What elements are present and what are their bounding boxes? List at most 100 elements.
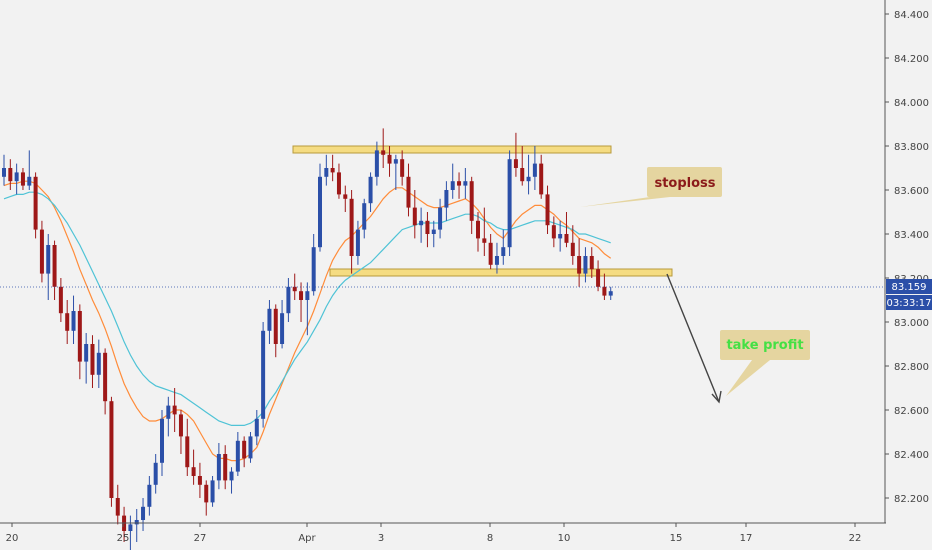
- candle-body: [166, 405, 171, 419]
- candle-body: [160, 418, 164, 463]
- candle-body: [387, 154, 392, 164]
- candle-body: [431, 229, 436, 234]
- stoploss-callout[interactable]: [580, 167, 722, 207]
- candle-body: [210, 480, 215, 503]
- candle-body: [539, 163, 544, 195]
- candle-body: [602, 286, 607, 296]
- candle-body: [8, 168, 13, 182]
- candle-body: [457, 181, 462, 186]
- candle-body: [577, 256, 582, 274]
- candle-body: [172, 405, 177, 415]
- candle-body: [280, 313, 285, 344]
- candle-body: [583, 256, 588, 274]
- candle-body: [412, 207, 417, 226]
- candle-body: [513, 159, 518, 168]
- candle-body: [374, 150, 379, 177]
- candle-body: [27, 176, 32, 186]
- candle-body: [286, 286, 291, 314]
- candle-body: [90, 344, 95, 375]
- x-tick-label: 20: [6, 533, 19, 544]
- y-tick-label: 84.200: [894, 54, 929, 65]
- y-axis-panel[interactable]: [885, 0, 932, 550]
- candle-body: [368, 176, 373, 204]
- candle-body: [185, 436, 190, 468]
- candlesticks: [2, 128, 613, 550]
- candle-body: [362, 203, 367, 230]
- x-tick-label: 17: [740, 533, 753, 544]
- candle-body: [109, 401, 114, 498]
- candle-body: [84, 344, 89, 362]
- candle-body: [438, 207, 443, 230]
- candle-body: [204, 484, 209, 503]
- candle-body: [425, 220, 430, 234]
- candle-body: [147, 484, 152, 507]
- candle-body: [46, 245, 51, 274]
- support-zone[interactable]: [329, 268, 673, 277]
- candle-body: [589, 256, 594, 270]
- candle-body: [14, 172, 19, 182]
- projection-arrow-line[interactable]: [666, 273, 720, 403]
- candle-body: [444, 190, 449, 208]
- candle-body: [400, 159, 405, 177]
- x-tick-label: 22: [849, 533, 862, 544]
- candle-body: [96, 352, 101, 375]
- candle-body: [216, 454, 221, 481]
- resistance-zone[interactable]: [292, 145, 612, 154]
- x-tick-label: 15: [670, 533, 683, 544]
- candle-body: [469, 181, 474, 221]
- x-tick-label: 8: [487, 533, 493, 544]
- x-tick-label: 10: [558, 533, 571, 544]
- candle-body: [65, 313, 70, 331]
- candle-body: [58, 286, 63, 314]
- candle-body: [532, 163, 537, 177]
- candle-countdown: 03:33:17: [887, 298, 932, 309]
- candle-body: [299, 291, 304, 300]
- candle-body: [564, 234, 569, 243]
- candle-body: [20, 172, 25, 186]
- candle-body: [463, 181, 468, 186]
- candle-body: [2, 168, 6, 177]
- candle-body: [558, 234, 563, 239]
- candle-body: [39, 229, 44, 274]
- candle-body: [381, 150, 386, 155]
- x-tick-label: 27: [194, 533, 207, 544]
- x-axis-ticks[interactable]: 20 25 27 Apr 3 8 10 15 17 22: [6, 523, 862, 544]
- last-price-value: 83.159: [892, 282, 927, 293]
- candle-body: [103, 352, 108, 402]
- candle-body: [596, 269, 601, 287]
- y-tick-label: 83.600: [894, 186, 929, 197]
- candle-body: [551, 225, 556, 239]
- candle-body: [507, 159, 512, 248]
- candle-body: [191, 467, 196, 476]
- candle-body: [235, 440, 240, 472]
- candle-body: [450, 181, 455, 190]
- y-tick-label: 82.600: [894, 406, 929, 417]
- candle-body: [223, 454, 228, 481]
- candle-body: [419, 220, 424, 226]
- candle-body: [267, 308, 272, 331]
- y-tick-label: 83.400: [894, 230, 929, 241]
- candle-body: [343, 194, 348, 199]
- candle-body: [242, 440, 247, 459]
- take-profit-label: take profit: [726, 338, 803, 353]
- projection-arrowhead: [711, 390, 722, 404]
- candle-body: [488, 242, 493, 265]
- y-tick-label: 82.800: [894, 362, 929, 373]
- candle-body: [545, 194, 550, 226]
- candle-body: [305, 291, 310, 300]
- take-profit-callout[interactable]: [720, 330, 810, 396]
- candle-body: [608, 291, 613, 296]
- candle-body: [134, 520, 139, 525]
- countdown-badge: [886, 295, 932, 310]
- candle-body: [324, 168, 329, 177]
- candle-body: [570, 242, 575, 256]
- candle-body: [197, 476, 202, 485]
- candle-body: [355, 229, 360, 256]
- y-tick-label: 84.400: [894, 10, 929, 21]
- candle-body: [494, 256, 499, 265]
- candle-body: [77, 311, 82, 362]
- candle-body: [330, 168, 335, 173]
- candle-body: [115, 498, 120, 516]
- candle-body: [349, 198, 354, 256]
